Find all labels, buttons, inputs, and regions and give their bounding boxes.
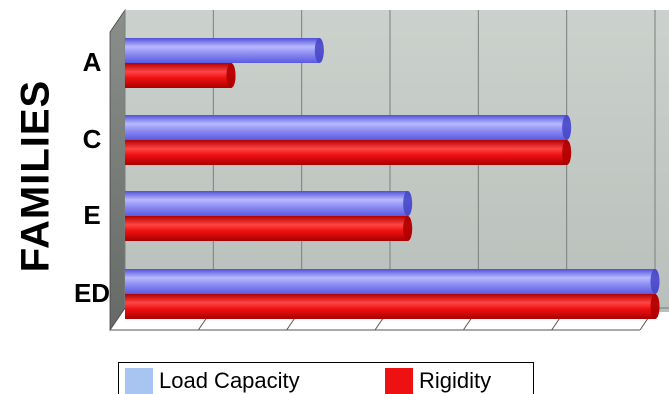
bar-load-capacity-c: [125, 115, 572, 140]
y-axis-title: FAMILIES: [13, 79, 58, 273]
bar-load-capacity-e-cap: [403, 191, 413, 216]
bar-rigidity-ed-cap: [650, 294, 660, 319]
legend-item-rigidity: Rigidity: [385, 368, 491, 394]
bar-rigidity-e-cap: [403, 216, 413, 241]
legend-item-load-capacity: Load Capacity: [125, 368, 300, 394]
axis-tick: [109, 307, 126, 331]
bar-load-capacity-c-cap: [562, 115, 572, 140]
bar-load-capacity-a-cap: [314, 38, 324, 63]
bar-rigidity-ed: [125, 294, 660, 319]
bar-load-capacity-a: [125, 38, 324, 63]
legend-swatch-rigidity: [385, 368, 413, 394]
category-label-a: A: [82, 47, 102, 77]
bar-load-capacity-ed: [125, 269, 660, 294]
bar-load-capacity-ed-cap: [650, 269, 660, 294]
legend: Load Capacity Rigidity: [118, 362, 534, 394]
category-label-c: C: [82, 124, 102, 154]
bar-rigidity-e: [125, 216, 413, 241]
legend-swatch-load-capacity: [125, 368, 153, 394]
category-label-e: E: [83, 200, 101, 230]
category-label-ed: ED: [73, 278, 111, 308]
legend-label-rigidity: Rigidity: [419, 368, 492, 393]
bar-rigidity-c-cap: [562, 140, 572, 165]
bar-load-capacity-e: [125, 191, 413, 216]
bar-rigidity-c: [125, 140, 572, 165]
bar-rigidity-a: [125, 63, 236, 88]
bar-rigidity-a-cap: [226, 63, 236, 88]
legend-label-load-capacity: Load Capacity: [159, 368, 300, 393]
